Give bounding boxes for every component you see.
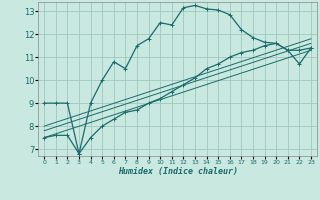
X-axis label: Humidex (Indice chaleur): Humidex (Indice chaleur) [118, 167, 238, 176]
